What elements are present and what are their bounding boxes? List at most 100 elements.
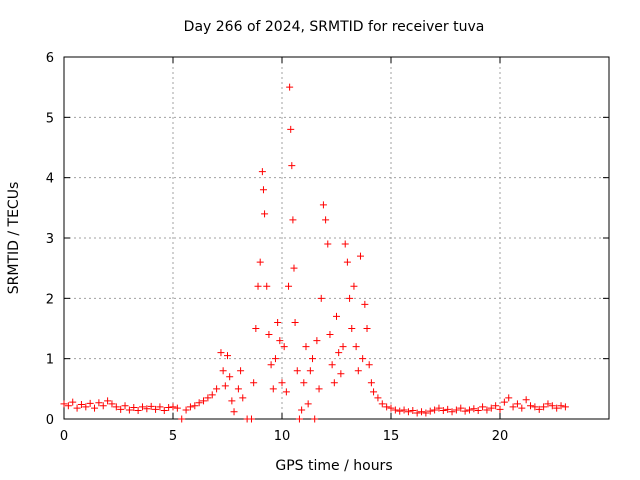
data-point — [237, 367, 245, 375]
data-point — [288, 162, 296, 170]
data-point — [483, 406, 491, 414]
data-point — [461, 407, 469, 415]
data-point — [224, 352, 231, 360]
data-point — [247, 415, 255, 423]
data-point — [156, 403, 164, 411]
data-point — [335, 349, 343, 357]
data-point — [313, 337, 321, 345]
data-point — [487, 404, 495, 412]
data-point — [439, 407, 447, 415]
data-point — [492, 402, 500, 410]
data-point — [509, 403, 517, 411]
data-point — [86, 399, 94, 407]
data-point — [341, 240, 349, 248]
data-point — [544, 400, 552, 408]
data-point — [435, 404, 443, 412]
data-point — [306, 367, 314, 375]
data-point — [359, 355, 367, 363]
data-point — [250, 379, 258, 387]
x-axis-label: GPS time / hours — [275, 458, 392, 474]
data-point — [354, 367, 362, 375]
data-point — [374, 394, 382, 402]
data-point — [263, 282, 271, 290]
data-point — [527, 402, 535, 410]
data-point — [352, 343, 360, 351]
data-point — [178, 415, 186, 423]
data-point — [535, 405, 543, 413]
data-point — [383, 403, 391, 411]
y-tick-label: 3 — [46, 232, 54, 247]
axis-ticks: 0 5 10 15 20 0 1 2 3 4 5 6 — [46, 51, 609, 444]
data-point — [404, 408, 412, 416]
data-point — [302, 343, 310, 351]
data-point — [553, 404, 561, 412]
data-point — [125, 406, 133, 414]
data-point — [561, 403, 569, 411]
data-point — [339, 343, 347, 351]
data-point — [182, 406, 190, 414]
data-point — [343, 258, 351, 266]
data-point — [286, 83, 294, 91]
data-point — [278, 379, 286, 387]
data-point — [208, 391, 216, 399]
data-point — [173, 404, 181, 412]
data-point — [259, 186, 267, 194]
data-point — [304, 400, 312, 408]
data-point — [444, 405, 452, 413]
y-tick-label: 2 — [46, 292, 54, 307]
data-point — [295, 415, 303, 423]
data-point — [82, 403, 90, 411]
data-point — [280, 343, 288, 351]
data-point — [479, 403, 487, 411]
data-point — [548, 402, 556, 410]
y-tick-label: 6 — [46, 51, 54, 66]
data-point — [69, 398, 77, 406]
x-tick-label: 20 — [492, 429, 509, 444]
data-point — [254, 282, 262, 290]
y-tick-label: 0 — [46, 413, 54, 428]
data-point — [293, 367, 301, 375]
data-point — [282, 388, 290, 396]
data-point — [363, 325, 371, 332]
data-point — [239, 394, 247, 402]
data-point — [271, 355, 279, 363]
data-point — [191, 402, 199, 410]
data-point — [204, 394, 212, 402]
data-point — [117, 405, 125, 413]
data-point — [200, 397, 208, 405]
data-point — [309, 355, 317, 363]
data-point — [400, 406, 408, 414]
data-point — [195, 399, 203, 407]
data-point — [234, 385, 242, 393]
data-point — [221, 382, 229, 390]
data-point — [315, 385, 323, 393]
data-point — [276, 337, 284, 345]
y-tick-label: 4 — [46, 172, 54, 187]
data-point — [213, 385, 221, 393]
data-point — [269, 385, 277, 393]
chart-title: Day 266 of 2024, SRMTID for receiver tuv… — [184, 19, 485, 35]
data-point — [134, 407, 142, 415]
data-point — [311, 415, 319, 423]
data-point — [112, 403, 120, 411]
data-point — [256, 258, 264, 266]
data-point — [95, 399, 103, 407]
data-point — [219, 367, 227, 375]
data-point — [300, 379, 308, 387]
data-point — [413, 409, 421, 417]
data-point — [356, 252, 364, 260]
data-point — [348, 325, 356, 332]
data-point — [322, 216, 330, 224]
grid-lines — [64, 57, 609, 419]
y-tick-label: 5 — [46, 111, 54, 126]
data-point — [64, 402, 72, 410]
data-point — [367, 379, 375, 387]
data-point — [452, 406, 460, 414]
data-point — [290, 264, 298, 272]
data-point — [274, 318, 282, 326]
data-point — [361, 300, 369, 308]
data-point — [287, 125, 295, 133]
data-point — [326, 331, 334, 339]
data-point — [513, 400, 521, 408]
